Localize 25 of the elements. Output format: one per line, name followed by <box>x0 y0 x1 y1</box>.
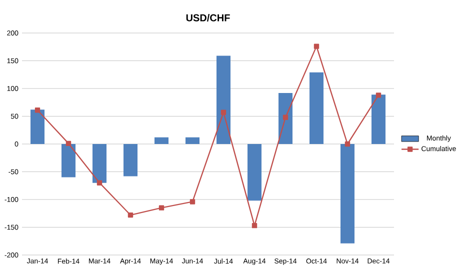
bar <box>186 137 200 144</box>
bar <box>340 144 355 244</box>
chart-title: USD/CHF <box>186 14 230 22</box>
point <box>252 222 258 228</box>
bar <box>310 72 324 144</box>
point <box>128 212 134 218</box>
point <box>158 205 164 210</box>
bar <box>92 144 106 183</box>
bar <box>124 144 138 176</box>
point <box>282 114 288 120</box>
point <box>96 180 102 186</box>
bar <box>278 92 292 144</box>
point <box>314 44 320 49</box>
point <box>190 199 196 204</box>
bar <box>154 137 168 144</box>
point <box>376 92 382 98</box>
bar <box>62 144 76 178</box>
bar <box>216 56 230 144</box>
point <box>220 110 226 115</box>
bar <box>30 110 45 144</box>
point <box>344 141 350 147</box>
point <box>66 140 72 146</box>
bar <box>248 144 262 201</box>
bar <box>372 94 386 144</box>
point <box>34 108 40 113</box>
